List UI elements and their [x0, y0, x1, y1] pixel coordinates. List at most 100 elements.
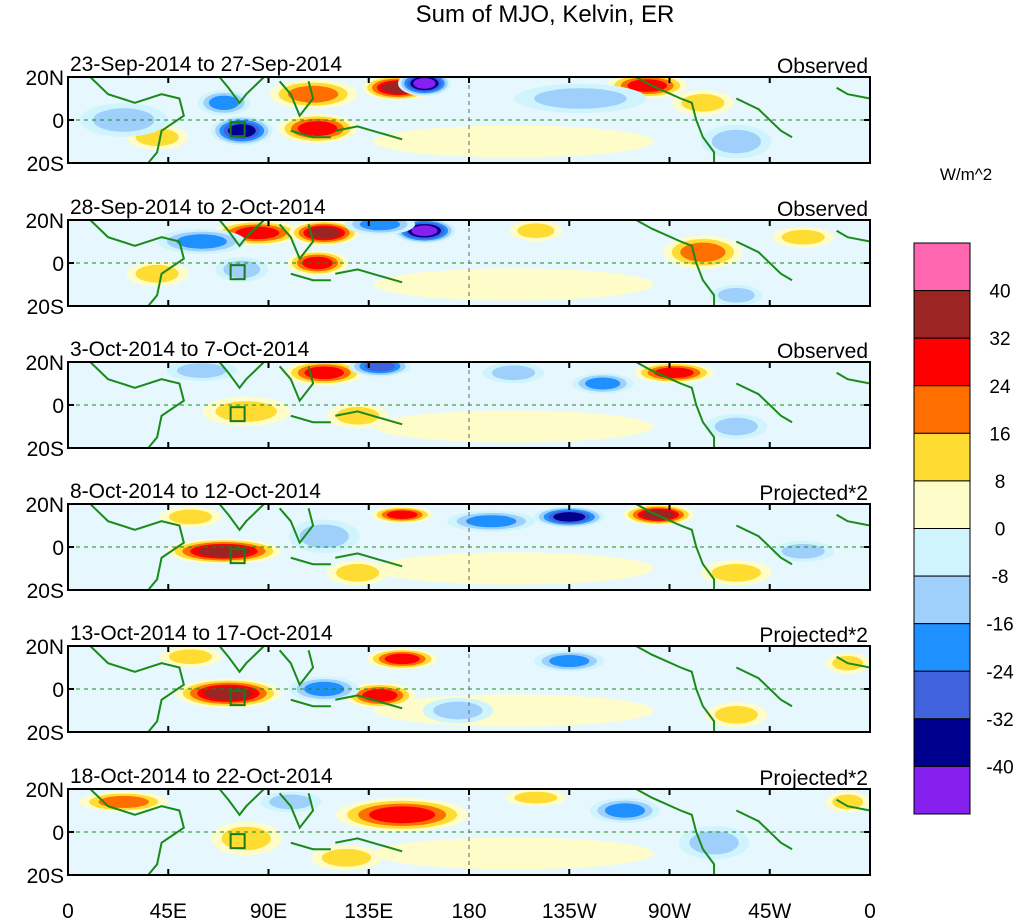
contour-blob: [308, 227, 341, 239]
y-tick-label: 0: [52, 822, 64, 845]
colorbar-label: 40: [989, 282, 1010, 303]
colorbar-label: -8: [992, 567, 1009, 588]
coastline: [335, 268, 403, 284]
x-tick-label: 45E: [150, 900, 187, 923]
colorbar-swatch: [913, 528, 971, 577]
panel-date-range: 13-Oct-2014 to 17-Oct-2014: [70, 622, 333, 645]
contour-blob: [466, 515, 517, 528]
contour-blob: [714, 705, 758, 724]
panel-status-label: Observed: [777, 198, 868, 221]
coastline: [290, 698, 331, 708]
contour-blob: [711, 129, 761, 154]
coastline: [836, 86, 870, 100]
y-tick-label: 20N: [25, 210, 64, 233]
coastline: [89, 77, 185, 163]
x-tick-label: 90E: [250, 900, 287, 923]
coastline: [635, 789, 716, 875]
colorbar-swatch: [913, 385, 971, 434]
coastline: [635, 220, 716, 306]
contour-blob: [297, 121, 338, 136]
panel-field: [68, 646, 870, 732]
colorbar-swatch: [913, 337, 971, 387]
contour-blob: [98, 795, 149, 808]
coastline: [635, 504, 716, 590]
y-tick-label: 20S: [27, 722, 64, 745]
contour-blob: [221, 826, 271, 851]
coastline: [278, 80, 315, 118]
contour-blob: [362, 689, 398, 702]
y-tick-label: 20S: [27, 580, 64, 603]
colorbar-swatch: [913, 290, 971, 339]
x-tick-label: 0: [864, 900, 876, 923]
contour-blob: [534, 88, 627, 109]
map-panel: 20N 0 20S 28-Sep-2014 to 2-Oct-2014 Observed: [25, 196, 871, 319]
y-tick-label: 20N: [25, 494, 64, 517]
colorbar-label: 16: [989, 424, 1010, 445]
colorbar-units: W/m^2: [940, 165, 992, 184]
y-tick-label: 0: [52, 679, 64, 702]
coastline: [735, 666, 793, 708]
panel-date-range: 8-Oct-2014 to 12-Oct-2014: [70, 480, 321, 503]
y-tick-label: 20S: [27, 865, 64, 888]
x-tick-label: 135E: [344, 900, 393, 923]
field-region: [373, 268, 654, 301]
coastline: [278, 223, 315, 261]
coastline: [335, 125, 403, 141]
coastline: [89, 504, 185, 590]
index-box: [229, 121, 246, 138]
index-box: [229, 833, 246, 850]
panel-date-range: 3-Oct-2014 to 7-Oct-2014: [70, 338, 310, 361]
panel-status-label: Projected*2: [759, 624, 868, 647]
coastline: [218, 77, 265, 105]
y-tick-label: 20S: [27, 296, 64, 319]
contour-blob: [413, 78, 436, 89]
contour-blob: [359, 220, 400, 231]
contour-blob: [553, 512, 586, 522]
coastline: [836, 655, 870, 669]
contour-blob: [168, 509, 213, 525]
field-region: [373, 125, 654, 158]
x-tick-label: 180: [451, 900, 486, 923]
field-region: [373, 410, 654, 443]
index-box: [229, 406, 246, 423]
index-box: [229, 264, 246, 281]
colorbar-swatch: [913, 670, 971, 720]
map-panel: 20N 0 20S 18-Oct-2014 to 22-Oct-2014 Project…: [25, 765, 871, 888]
coastline: [218, 504, 265, 532]
contour-blob: [781, 543, 825, 559]
contour-blob: [681, 93, 725, 112]
index-box: [229, 690, 246, 707]
x-tick-label: 0: [62, 900, 74, 923]
map-panel: 20N 0 20S 13-Oct-2014 to 17-Oct-2014 Project…: [25, 622, 871, 745]
coastline: [278, 649, 315, 687]
colorbar-swatch: [913, 718, 971, 767]
coastline: [290, 414, 331, 424]
colorbar-label: -16: [986, 615, 1013, 636]
contour-blob: [92, 108, 155, 132]
panel-status-label: Projected*2: [759, 767, 868, 790]
coastline: [89, 362, 185, 448]
coastline: [290, 129, 331, 139]
panel-field: [68, 789, 870, 875]
contour-blob: [168, 649, 213, 665]
y-tick-label: 20S: [27, 153, 64, 176]
panel-field: [68, 77, 870, 163]
coastline: [290, 556, 331, 566]
coastline: [635, 362, 716, 448]
colorbar-swatch: [913, 480, 971, 529]
map-panel: 20N 0 20S 3-Oct-2014 to 7-Oct-2014 Observed: [25, 338, 871, 461]
contour-blob: [304, 366, 344, 380]
colorbar-label: 24: [989, 377, 1011, 398]
colorbar-label: -40: [986, 757, 1013, 778]
coastline: [735, 240, 793, 282]
coastline: [290, 841, 331, 851]
coastline: [218, 220, 265, 248]
field-region: [373, 837, 654, 870]
coastline: [836, 798, 870, 812]
map-panel: 20N 0 20S 23-Sep-2014 to 27-Sep-2014 Observe…: [25, 53, 871, 176]
y-tick-label: 20N: [25, 67, 64, 90]
coastline: [218, 362, 265, 390]
contour-blob: [384, 653, 420, 665]
contour-blob: [177, 363, 227, 378]
